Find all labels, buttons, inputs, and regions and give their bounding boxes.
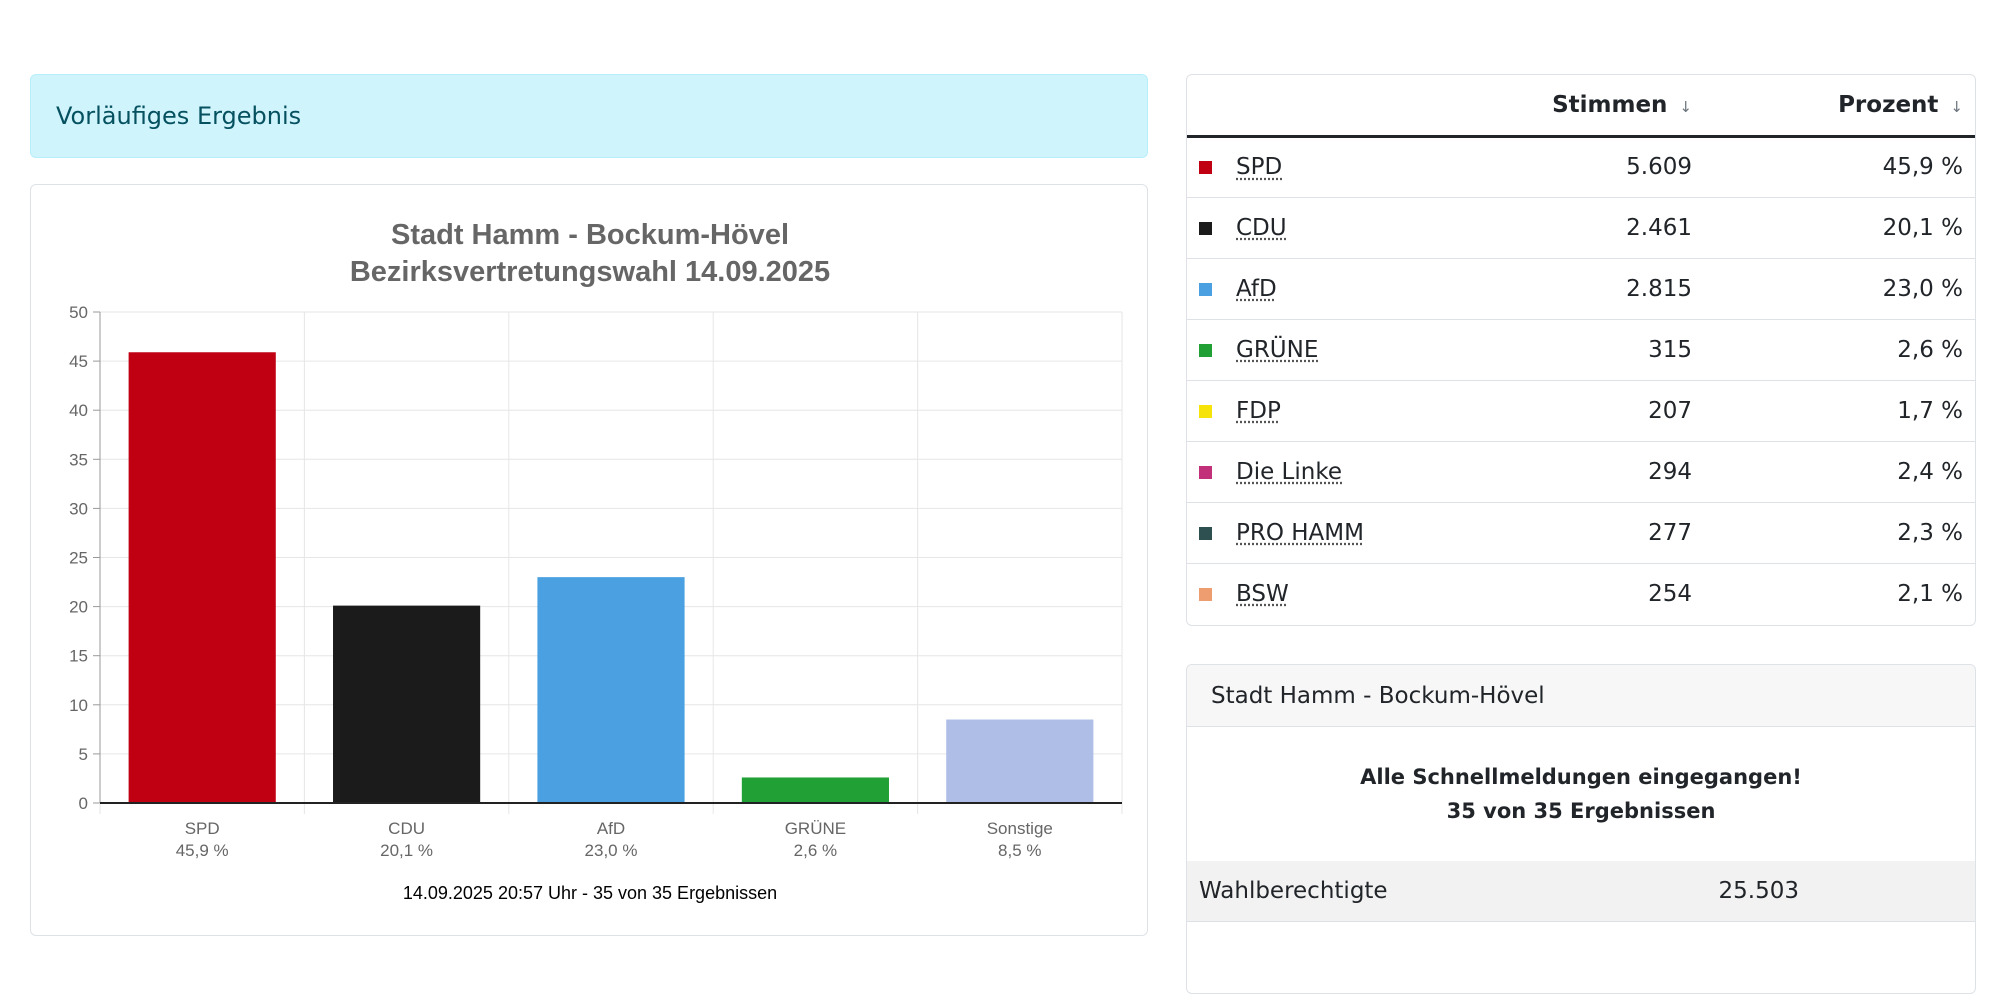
percent-header-label: Prozent xyxy=(1838,92,1938,118)
x-category-sublabel: 8,5 % xyxy=(998,841,1041,860)
votes-column-header[interactable]: Stimmen ↓ xyxy=(1424,75,1704,136)
percent-cell: 23,0 % xyxy=(1704,258,1975,319)
party-color-swatch xyxy=(1199,527,1212,540)
bar-afd xyxy=(537,577,684,803)
votes-cell: 294 xyxy=(1424,441,1704,502)
table-row: CDU 2.461 20,1 % xyxy=(1187,197,1975,258)
status-line-count: 35 von 35 Ergebnissen xyxy=(1447,794,1716,828)
y-tick-label: 45 xyxy=(69,352,88,371)
chart-title-line: Stadt Hamm - Bockum-Hövel xyxy=(391,219,789,251)
x-category-sublabel: 2,6 % xyxy=(794,841,837,860)
chart-card: Stadt Hamm - Bockum-Hövel Bezirksvertretu… xyxy=(30,184,1148,936)
party-link-pro-hamm[interactable]: PRO HAMM xyxy=(1236,520,1364,546)
x-category-label: SPD xyxy=(185,819,220,838)
alert-text: Vorläufiges Ergebnis xyxy=(56,102,301,130)
status-line-complete: Alle Schnellmeldungen eingegangen! xyxy=(1360,760,1802,794)
sort-arrow-icon: ↓ xyxy=(1950,98,1963,116)
chart-footer-timestamp: 14.09.2025 20:57 Uhr - 35 von 35 Ergebni… xyxy=(403,883,777,903)
percent-cell: 2,3 % xyxy=(1704,502,1975,563)
results-table: Stimmen ↓ Prozent ↓ SPD 5.609 45,9 % CDU 2… xyxy=(1187,75,1975,624)
y-tick-label: 30 xyxy=(69,499,88,518)
table-row: AfD 2.815 23,0 % xyxy=(1187,258,1975,319)
y-tick-label: 40 xyxy=(69,401,88,420)
party-link-gruene[interactable]: GRÜNE xyxy=(1236,337,1318,363)
table-row: Die Linke 294 2,4 % xyxy=(1187,441,1975,502)
y-tick-label: 15 xyxy=(69,647,88,666)
x-category-label: AfD xyxy=(597,819,625,838)
y-tick-label: 10 xyxy=(69,696,88,715)
votes-cell: 254 xyxy=(1424,563,1704,624)
table-row: FDP 207 1,7 % xyxy=(1187,380,1975,441)
bar-grüne xyxy=(742,777,889,803)
party-color-swatch xyxy=(1199,161,1212,174)
preliminary-result-alert: Vorläufiges Ergebnis xyxy=(30,74,1148,158)
percent-cell: 2,1 % xyxy=(1704,563,1975,624)
votes-cell: 2.461 xyxy=(1424,197,1704,258)
table-header-row: Stimmen ↓ Prozent ↓ xyxy=(1187,75,1975,136)
info-row-label: Wahlberechtigte xyxy=(1187,878,1599,904)
x-category-label: CDU xyxy=(388,819,425,838)
party-color-swatch xyxy=(1199,405,1212,418)
info-row-eligible-voters: Wahlberechtigte 25.503 xyxy=(1187,861,1975,922)
party-link-fdp[interactable]: FDP xyxy=(1236,398,1281,424)
table-row: PRO HAMM 277 2,3 % xyxy=(1187,502,1975,563)
y-tick-label: 20 xyxy=(69,598,88,617)
party-color-swatch xyxy=(1199,283,1212,296)
party-link-spd[interactable]: SPD xyxy=(1236,154,1282,180)
x-category-sublabel: 45,9 % xyxy=(176,841,229,860)
party-color-swatch xyxy=(1199,344,1212,357)
x-category-sublabel: 20,1 % xyxy=(380,841,433,860)
results-table-card: Stimmen ↓ Prozent ↓ SPD 5.609 45,9 % CDU 2… xyxy=(1186,74,1976,626)
x-category-label: GRÜNE xyxy=(785,819,846,838)
percent-cell: 1,7 % xyxy=(1704,380,1975,441)
votes-header-label: Stimmen xyxy=(1552,92,1667,118)
y-tick-label: 35 xyxy=(69,450,88,469)
party-link-die-linke[interactable]: Die Linke xyxy=(1236,459,1342,485)
percent-cell: 2,6 % xyxy=(1704,319,1975,380)
party-link-cdu[interactable]: CDU xyxy=(1236,215,1287,241)
party-color-swatch xyxy=(1199,466,1212,479)
y-tick-label: 25 xyxy=(69,549,88,568)
chart-title-line: Bezirksvertretungswahl 14.09.2025 xyxy=(350,256,830,288)
x-category-sublabel: 23,0 % xyxy=(585,841,638,860)
party-color-swatch xyxy=(1199,588,1212,601)
y-tick-label: 50 xyxy=(69,303,88,322)
votes-cell: 315 xyxy=(1424,319,1704,380)
sort-arrow-icon: ↓ xyxy=(1679,98,1692,116)
color-column-header xyxy=(1187,75,1224,136)
votes-cell: 2.815 xyxy=(1424,258,1704,319)
bar-chart: Stadt Hamm - Bockum-Hövel Bezirksvertretu… xyxy=(31,185,1149,937)
bar-cdu xyxy=(333,606,480,803)
party-link-afd[interactable]: AfD xyxy=(1236,276,1277,302)
party-color-swatch xyxy=(1199,222,1212,235)
x-category-label: Sonstige xyxy=(987,819,1053,838)
bar-sonstige xyxy=(946,720,1093,803)
table-row: GRÜNE 315 2,6 % xyxy=(1187,319,1975,380)
table-row: SPD 5.609 45,9 % xyxy=(1187,136,1975,197)
percent-cell: 45,9 % xyxy=(1704,136,1975,197)
info-card-header: Stadt Hamm - Bockum-Hövel xyxy=(1187,665,1975,727)
party-link-bsw[interactable]: BSW xyxy=(1236,581,1289,607)
votes-cell: 5.609 xyxy=(1424,136,1704,197)
percent-cell: 20,1 % xyxy=(1704,197,1975,258)
y-tick-label: 5 xyxy=(79,745,88,764)
votes-cell: 207 xyxy=(1424,380,1704,441)
party-column-header xyxy=(1224,75,1424,136)
district-info-card: Stadt Hamm - Bockum-Hövel Alle Schnellme… xyxy=(1186,664,1976,994)
y-tick-label: 0 xyxy=(79,794,88,813)
percent-column-header[interactable]: Prozent ↓ xyxy=(1704,75,1975,136)
info-row-value: 25.503 xyxy=(1599,878,1799,904)
votes-cell: 277 xyxy=(1424,502,1704,563)
reporting-status: Alle Schnellmeldungen eingegangen! 35 vo… xyxy=(1187,727,1975,861)
bar-spd xyxy=(129,352,276,803)
table-row: BSW 254 2,1 % xyxy=(1187,563,1975,624)
percent-cell: 2,4 % xyxy=(1704,441,1975,502)
